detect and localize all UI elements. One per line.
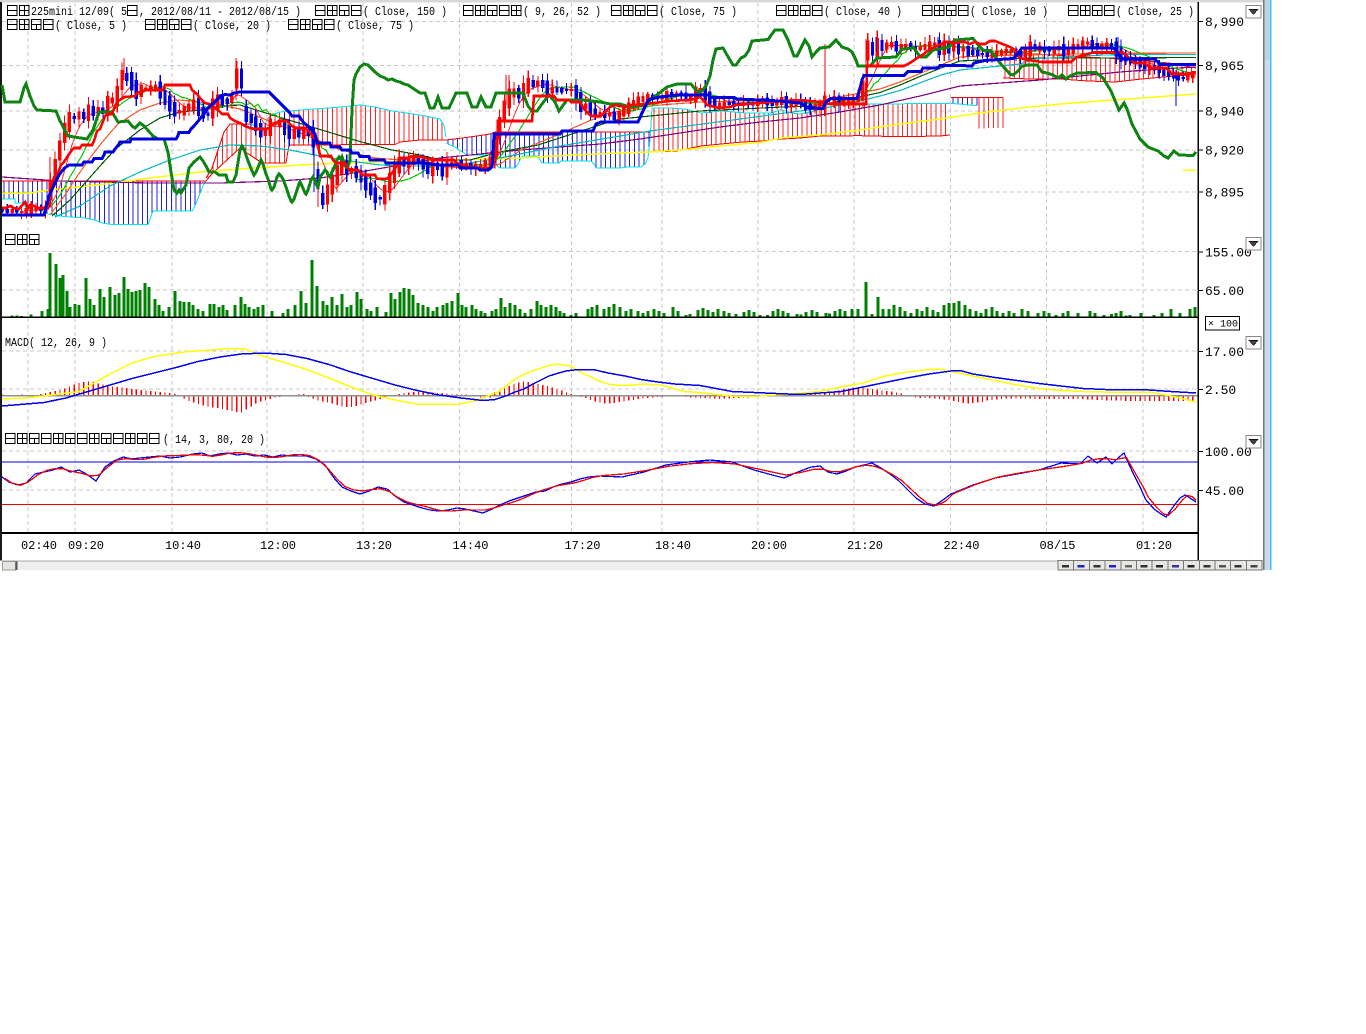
svg-text:, 2012/08/11 - 2012/08/15 ): , 2012/08/11 - 2012/08/15 ) <box>139 5 301 19</box>
svg-text:21:20: 21:20 <box>847 539 883 553</box>
svg-text:8,895: 8,895 <box>1205 186 1244 201</box>
svg-text:( Close, 75 ): ( Close, 75 ) <box>336 19 414 33</box>
svg-text:225mini: 225mini <box>31 5 73 19</box>
svg-text:155.00: 155.00 <box>1205 246 1252 261</box>
svg-text:18:40: 18:40 <box>655 539 691 553</box>
svg-text:MACD( 12, 26, 9 ): MACD( 12, 26, 9 ) <box>5 336 107 350</box>
svg-text:13:20: 13:20 <box>356 539 392 553</box>
svg-text:( Close, 75 ): ( Close, 75 ) <box>659 5 737 19</box>
svg-text:( Close, 40 ): ( Close, 40 ) <box>824 5 902 19</box>
svg-text:( Close, 5 ): ( Close, 5 ) <box>55 19 127 33</box>
svg-text:( 14, 3, 80, 20 ): ( 14, 3, 80, 20 ) <box>163 433 265 447</box>
svg-text:( Close, 20 ): ( Close, 20 ) <box>193 19 271 33</box>
svg-text:8,940: 8,940 <box>1205 105 1244 120</box>
svg-text:01:20: 01:20 <box>1136 539 1172 553</box>
svg-text:( Close, 10 ): ( Close, 10 ) <box>970 5 1048 19</box>
svg-text:2.50: 2.50 <box>1205 383 1236 398</box>
svg-text:22:40: 22:40 <box>943 539 979 553</box>
svg-text:20:00: 20:00 <box>751 539 787 553</box>
svg-text:( Close, 150 ): ( Close, 150 ) <box>363 5 447 19</box>
svg-text:8,920: 8,920 <box>1205 144 1244 159</box>
svg-text:02:40: 02:40 <box>21 539 57 553</box>
svg-text:17.00: 17.00 <box>1205 345 1244 360</box>
svg-text:8,965: 8,965 <box>1205 59 1244 74</box>
svg-text:14:40: 14:40 <box>452 539 488 553</box>
svg-text:45.00: 45.00 <box>1205 484 1244 499</box>
svg-text:( 9, 26, 52 ): ( 9, 26, 52 ) <box>523 5 601 19</box>
svg-text:× 100: × 100 <box>1208 320 1238 331</box>
svg-text:8,990: 8,990 <box>1205 15 1244 30</box>
svg-text:100.00: 100.00 <box>1205 445 1252 460</box>
svg-text:( Close, 25 ): ( Close, 25 ) <box>1116 5 1194 19</box>
svg-text:17:20: 17:20 <box>564 539 600 553</box>
svg-text:12/09( 5: 12/09( 5 <box>79 5 127 19</box>
svg-text:12:00: 12:00 <box>260 539 296 553</box>
svg-text:09:20: 09:20 <box>68 539 104 553</box>
svg-text:08/15: 08/15 <box>1039 539 1075 553</box>
svg-text:10:40: 10:40 <box>165 539 201 553</box>
svg-text:65.00: 65.00 <box>1205 284 1244 299</box>
